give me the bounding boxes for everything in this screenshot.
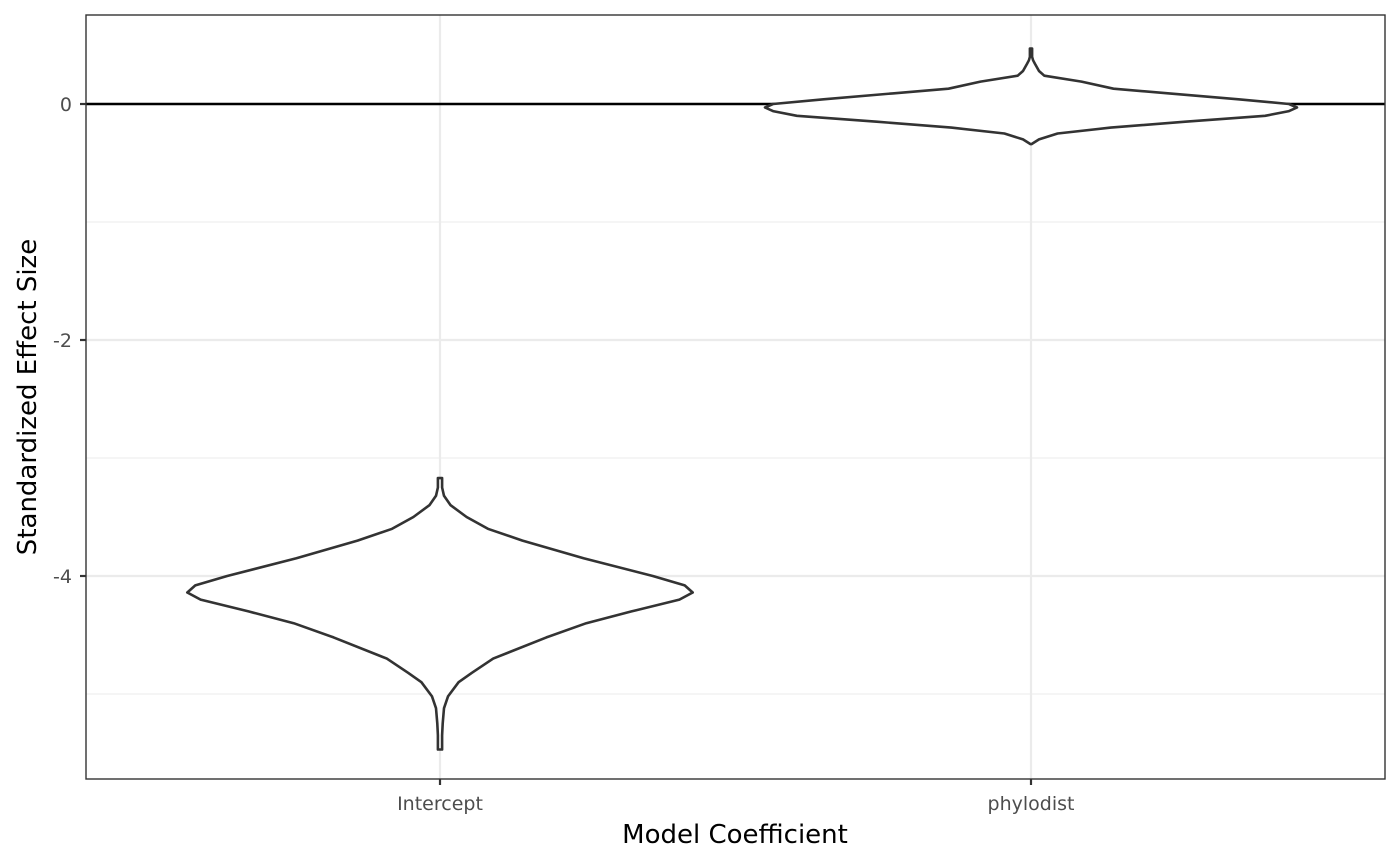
x-axis-title: Model Coefficient (622, 820, 848, 850)
violin-intercept (186, 476, 694, 751)
x-tick-label-0: Intercept (397, 793, 483, 815)
y-axis-title: Standardized Effect Size (13, 239, 43, 555)
x-tick-label-1: phylodist (988, 793, 1075, 815)
panel-border (85, 14, 1386, 780)
grid-lines (86, 15, 1385, 779)
violin-phylodist (763, 47, 1299, 146)
y-tick-label-0: 0 (60, 94, 72, 116)
y-tick-label-2: -4 (53, 566, 72, 588)
axes: 0 -2 -4 Intercept phylodist (53, 94, 1074, 815)
y-tick-label-1: -2 (53, 330, 72, 352)
violins (186, 47, 1299, 751)
